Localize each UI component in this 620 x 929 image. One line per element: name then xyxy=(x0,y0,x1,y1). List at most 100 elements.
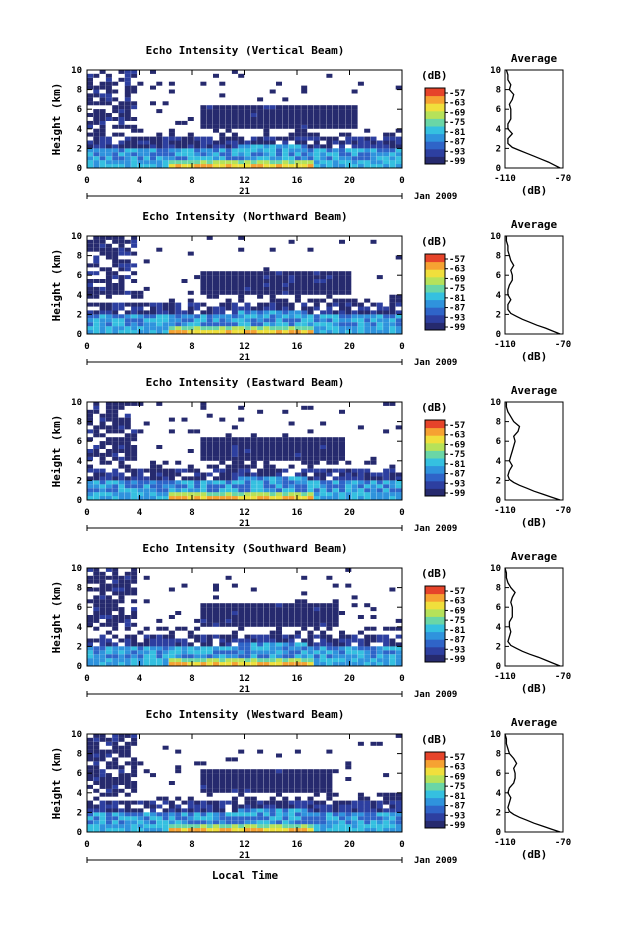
heatmap-cell xyxy=(339,239,345,244)
heatmap-cell xyxy=(200,445,207,449)
heatmap-cell xyxy=(313,275,320,280)
heatmap-cell xyxy=(131,69,138,74)
heatmap-cell xyxy=(370,615,377,619)
heatmap-cell xyxy=(376,646,383,651)
heatmap-cell xyxy=(307,820,314,825)
heatmap-cell xyxy=(282,788,289,793)
heatmap-cell xyxy=(301,658,308,663)
heatmap-cell xyxy=(351,136,358,141)
heatmap-cell xyxy=(345,148,352,153)
heatmap-cell xyxy=(87,579,93,584)
heatmap-cell xyxy=(395,326,402,331)
heatmap-cell xyxy=(276,769,282,774)
heatmap-cell xyxy=(156,156,163,161)
heatmap-cell xyxy=(250,662,257,666)
heatmap-cell xyxy=(257,646,264,651)
heatmap-cell xyxy=(320,290,327,295)
heatmap-cell xyxy=(105,294,112,299)
heatmap-cell xyxy=(105,575,112,580)
heatmap-cell xyxy=(87,421,93,426)
heatmap-cell xyxy=(332,646,339,651)
heatmap-cell xyxy=(219,279,226,283)
heatmap-cell xyxy=(276,781,282,785)
heatmap-cell xyxy=(200,769,207,774)
heatmap-cell xyxy=(231,607,238,612)
colorbar-swatch xyxy=(425,458,445,467)
heatmap-cell xyxy=(351,326,358,331)
heatmap-cell xyxy=(118,326,125,331)
heatmap-cell xyxy=(269,615,276,619)
heatmap-cell xyxy=(99,622,106,627)
heatmap-cell xyxy=(345,496,352,500)
colorbar-tick-label: -87 xyxy=(449,802,465,812)
heatmap-cell xyxy=(364,148,371,153)
heatmap-cell xyxy=(87,468,93,473)
heatmap-cell xyxy=(276,113,282,117)
heatmap-cell xyxy=(370,239,377,244)
heatmap-cell xyxy=(294,472,301,477)
heatmap-cell xyxy=(395,816,402,821)
heatmap-cell xyxy=(301,808,308,813)
heatmap-cell xyxy=(219,271,226,276)
heatmap-cell xyxy=(313,784,320,789)
heatmap-cell xyxy=(168,781,175,785)
heatmap-cell xyxy=(370,808,377,813)
heatmap-cell xyxy=(389,816,396,821)
heatmap-cell xyxy=(124,136,131,141)
heatmap-cell xyxy=(93,658,100,663)
heatmap-cell xyxy=(276,824,282,829)
heatmap-cell xyxy=(131,456,138,461)
heatmap-cell xyxy=(389,401,396,406)
heatmap-cell xyxy=(162,460,169,465)
heatmap-cell xyxy=(124,626,131,631)
colorbar-swatch xyxy=(425,790,445,799)
heatmap-cell xyxy=(225,575,232,580)
heatmap-cell xyxy=(269,113,276,117)
heatmap-cell xyxy=(105,409,112,414)
heatmap-cell xyxy=(244,646,251,651)
heatmap-cell xyxy=(131,136,138,141)
heatmap-cell xyxy=(93,156,100,161)
heatmap-cell xyxy=(112,247,119,252)
heatmap-cell xyxy=(143,164,150,168)
panel-title: Echo Intensity (Northward Beam) xyxy=(142,210,347,223)
heatmap-cell xyxy=(250,326,257,331)
heatmap-cell xyxy=(112,788,119,793)
heatmap-cell xyxy=(332,828,339,832)
heatmap-cell xyxy=(313,283,320,287)
heatmap-cell xyxy=(351,804,358,809)
heatmap-cell xyxy=(213,286,219,291)
heatmap-cell xyxy=(206,156,213,161)
heatmap-cell xyxy=(294,452,301,457)
heatmap-cell xyxy=(99,152,106,157)
heatmap-cell xyxy=(326,140,333,145)
colorbar-tick-label: -69 xyxy=(449,772,465,782)
heatmap-cell xyxy=(213,812,219,817)
heatmap-cell xyxy=(93,113,100,117)
heatmap-cell xyxy=(345,824,352,829)
colorbar-swatch xyxy=(425,752,445,761)
heatmap-cell xyxy=(219,642,226,647)
heatmap-cell xyxy=(118,101,125,106)
colorbar-tick-label: -63 xyxy=(449,99,465,109)
average-title: Average xyxy=(511,550,558,563)
heatmap-cell xyxy=(301,286,308,291)
colorbar-swatch xyxy=(425,435,445,444)
heatmap-cell xyxy=(124,488,131,493)
heatmap-cell xyxy=(93,263,100,268)
heatmap-cell xyxy=(351,314,358,319)
heatmap-cell xyxy=(93,615,100,619)
heatmap-cell xyxy=(383,144,390,149)
heatmap-cell xyxy=(181,816,188,821)
heatmap-cell xyxy=(238,283,245,287)
heatmap-cell xyxy=(156,476,163,481)
heatmap-cell xyxy=(105,749,112,754)
average-y-tick-label: 4 xyxy=(496,789,502,799)
colorbar-swatch xyxy=(425,284,445,293)
heatmap-cell xyxy=(339,492,345,497)
heatmap-cell xyxy=(339,148,345,153)
heatmap-cell xyxy=(219,314,226,319)
heatmap-cell xyxy=(156,164,163,168)
heatmap-cell xyxy=(238,148,245,153)
heatmap-cell xyxy=(276,646,282,651)
